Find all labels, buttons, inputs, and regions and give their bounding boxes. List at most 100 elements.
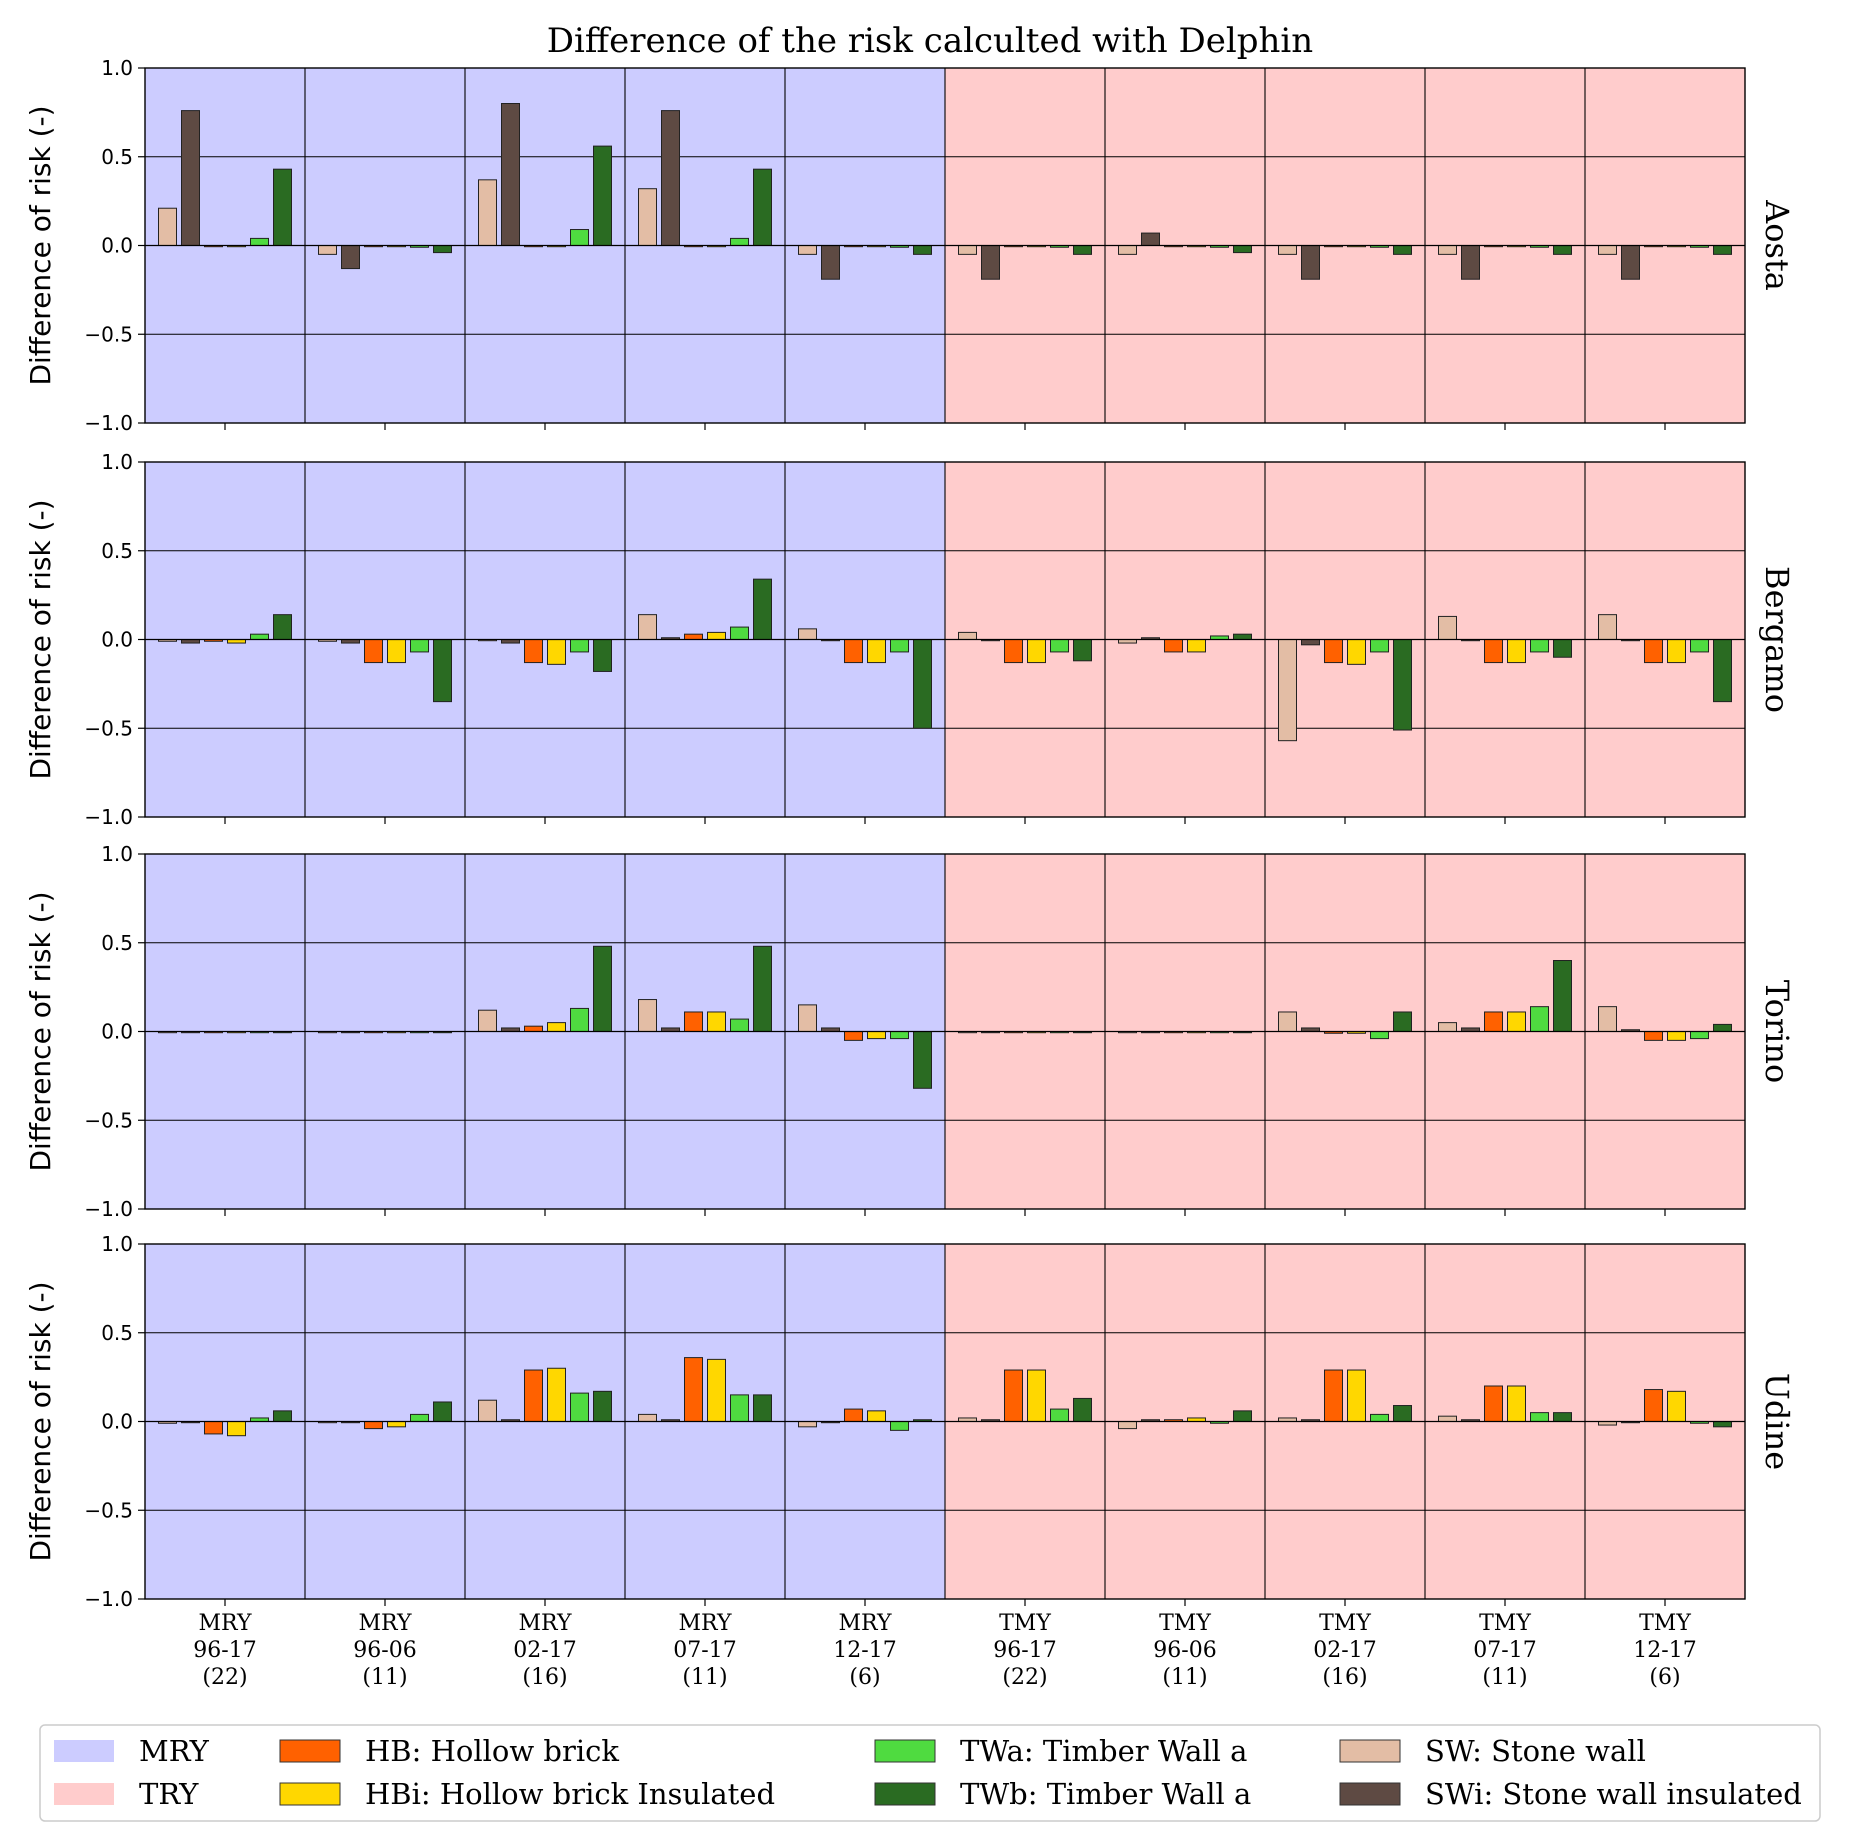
bar	[1713, 245, 1732, 255]
bar	[1347, 1369, 1366, 1423]
x-category-label-years: 02-17	[513, 1638, 576, 1663]
bar	[478, 1399, 497, 1422]
bar	[478, 179, 497, 246]
y-tick-label: −1.0	[84, 1587, 133, 1611]
bar	[1233, 633, 1252, 640]
bar	[867, 1031, 886, 1040]
bar	[1621, 245, 1640, 280]
bar	[890, 639, 909, 653]
bar	[273, 614, 292, 641]
bar	[1393, 245, 1412, 255]
bar	[707, 1011, 726, 1032]
x-category-label-type: MRY	[199, 1611, 252, 1636]
bar	[684, 1011, 703, 1032]
bar	[1644, 1031, 1663, 1041]
x-category-label-type: TMY	[1319, 1611, 1371, 1636]
legend-swatch	[279, 1739, 341, 1763]
bar	[1233, 245, 1252, 254]
bar	[1644, 1389, 1663, 1423]
legend-label: TWa: Timber Wall a	[960, 1734, 1247, 1768]
bar	[1667, 1031, 1686, 1041]
bar	[1050, 639, 1069, 653]
x-category-label-years: 96-06	[1153, 1638, 1216, 1663]
bar	[478, 1009, 497, 1033]
y-tick-label: 1.0	[101, 56, 133, 80]
y-tick-label: −0.5	[84, 1498, 133, 1522]
x-category-label-count: (16)	[522, 1665, 567, 1690]
bar	[593, 145, 612, 247]
bar	[730, 626, 749, 641]
bar	[707, 1358, 726, 1422]
y-tick-label: −1.0	[84, 1197, 133, 1221]
y-tick-label: 0.0	[101, 1410, 133, 1434]
bar	[1393, 1011, 1412, 1032]
panel-city-label: Bergamo	[1758, 566, 1796, 713]
bar	[730, 237, 749, 246]
bar	[1461, 245, 1480, 280]
bar	[798, 1004, 817, 1032]
bar	[570, 1007, 589, 1032]
x-category-label-years: 07-17	[673, 1638, 736, 1663]
x-category-label-type: MRY	[359, 1611, 412, 1636]
bar	[593, 945, 612, 1032]
y-tick-label: 0.5	[101, 1321, 133, 1345]
bar	[1438, 615, 1457, 640]
bar	[638, 614, 657, 641]
x-category-label-type: TMY	[1479, 1611, 1531, 1636]
bar	[341, 245, 360, 270]
bar	[730, 1018, 749, 1033]
panel-aosta: −1.0 −0.5 0.0 0.5 1.0 Difference of risk (-) A…	[24, 56, 1796, 435]
bar	[1667, 639, 1686, 664]
bar	[890, 1031, 909, 1040]
x-category-label-count: (22)	[1002, 1665, 1047, 1690]
bar	[204, 1421, 223, 1435]
y-axis-label: Difference of risk (-)	[24, 105, 57, 385]
panel-udine: −1.0 −0.5 0.0 0.5 1.0 Difference of risk (-) U…	[24, 1232, 1796, 1611]
bar	[1598, 1006, 1617, 1033]
bar	[684, 633, 703, 640]
bar	[1644, 639, 1663, 664]
bar	[638, 1413, 657, 1423]
bar	[1484, 1011, 1503, 1032]
bar	[958, 245, 977, 255]
bar	[1027, 1369, 1046, 1423]
bar	[1530, 1412, 1549, 1422]
y-tick-label: 0.5	[101, 145, 133, 169]
bar	[158, 207, 177, 247]
y-axis-label: Difference of risk (-)	[24, 1281, 57, 1561]
bar	[890, 1421, 909, 1431]
bar	[570, 639, 589, 653]
bar	[250, 237, 269, 246]
bar	[1484, 639, 1503, 664]
bar	[364, 639, 383, 664]
bar	[638, 188, 657, 246]
bar	[1278, 639, 1297, 742]
bar	[250, 633, 269, 640]
bar	[1118, 1421, 1137, 1430]
y-tick-label: −1.0	[84, 805, 133, 829]
y-tick-label: −0.5	[84, 322, 133, 346]
bar	[1324, 639, 1343, 664]
x-category-label-type: MRY	[519, 1611, 572, 1636]
x-category-label-type: TMY	[1159, 1611, 1211, 1636]
x-category-label-count: (11)	[1162, 1665, 1207, 1690]
x-category-label-years: 07-17	[1473, 1638, 1536, 1663]
bar	[364, 1421, 383, 1430]
y-tick-label: 0.5	[101, 931, 133, 955]
bar	[387, 1421, 406, 1428]
bar	[638, 999, 657, 1032]
x-category-label-type: TMY	[1639, 1611, 1691, 1636]
bar	[547, 1022, 566, 1032]
legend-label: MRY	[139, 1734, 210, 1768]
bar	[318, 245, 337, 255]
bar	[1713, 1421, 1732, 1428]
legend-label: HBi: Hollow brick Insulated	[365, 1777, 775, 1811]
legend-label: HB: Hollow brick	[365, 1734, 619, 1768]
bar	[433, 1401, 452, 1422]
bar	[273, 1410, 292, 1422]
x-category-label-years: 96-17	[993, 1638, 1056, 1663]
bar	[273, 168, 292, 246]
bar	[798, 1421, 817, 1428]
bar	[913, 1031, 932, 1089]
